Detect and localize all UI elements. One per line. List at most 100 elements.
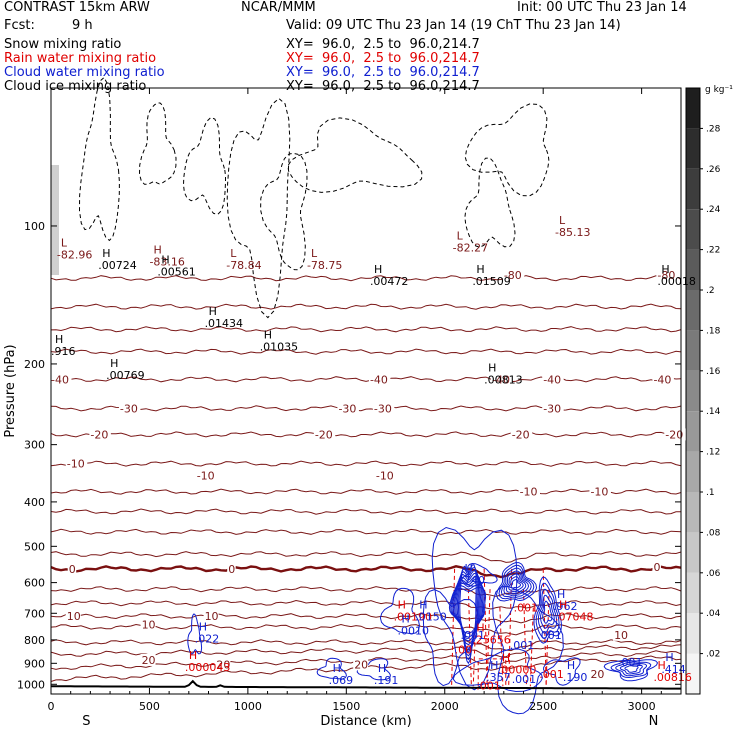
isotherm-label-bg <box>89 428 111 441</box>
extremum-marker: H <box>661 263 669 276</box>
cloud-water-contour <box>510 578 522 589</box>
isotherm-label: -30 <box>120 402 138 415</box>
isotherm-label: -40 <box>543 373 561 386</box>
colorbar-swatch <box>686 88 700 129</box>
extremum-marker: H <box>657 659 665 672</box>
cloud-water-contour <box>461 562 498 587</box>
colorbar-swatch <box>686 451 700 492</box>
y-tick-label: 1000 <box>17 678 45 691</box>
colorbar-swatch <box>686 572 700 614</box>
contour-value-label: .001 <box>514 602 539 615</box>
colorbar-swatch <box>686 209 700 250</box>
isotherm-20 <box>50 644 682 658</box>
extremum-value: .01509 <box>472 275 511 288</box>
field-cloudwater-name: Cloud water mixing ratio <box>4 65 165 80</box>
extremum-value: .00813 <box>484 374 523 387</box>
terrain-line <box>51 679 681 690</box>
extremum-marker: H <box>465 562 473 575</box>
y-tick-label: 700 <box>24 607 45 620</box>
isotherm-label-bg <box>491 373 513 386</box>
isotherm-label: -40 <box>492 373 510 386</box>
isotherm-label: -20 <box>315 428 333 441</box>
colorbar-tick-label: .28 <box>706 124 721 134</box>
isotherm-label-bg <box>67 562 77 575</box>
extremum-value: .00561 <box>157 266 196 279</box>
isotherm-label-bg <box>203 610 219 623</box>
y-tick-label: 100 <box>24 220 45 233</box>
extremum-marker: L <box>457 229 464 242</box>
extremum-value: .357 <box>486 671 511 684</box>
isotherm-label-bg <box>374 469 397 482</box>
snow-contour <box>226 97 291 319</box>
isotherm-label-bg <box>664 428 686 441</box>
colorbar-tick-label: .04 <box>706 609 721 619</box>
contour-value-label: .001 <box>537 629 562 642</box>
rain-contour <box>486 589 491 687</box>
isotherm-label: 10 <box>142 618 156 631</box>
extremum-marker: H <box>209 305 217 318</box>
isotherm-label-bg <box>589 485 611 498</box>
isotherm-label: 20 <box>590 668 604 681</box>
extremum-marker: H <box>476 263 484 276</box>
cloud-water-contour <box>187 613 203 655</box>
colorbar-swatch <box>686 290 700 331</box>
isotherm-20 <box>50 639 682 652</box>
isotherm--50 <box>50 348 682 355</box>
end-label-south: S <box>82 714 90 729</box>
valid-time: Valid: 09 UTC Thu 23 Jan 14 (19 ChT Thu … <box>286 18 621 33</box>
cloud-water-contour <box>540 594 555 629</box>
extremum-value: .191 <box>374 674 399 687</box>
extremum-value: .01434 <box>205 317 244 330</box>
isotherm--70 <box>50 303 682 310</box>
field-ice-xy: XY= 96.0, 2.5 to 96.0,214.7 <box>286 79 480 94</box>
extremum-marker: H <box>189 649 197 662</box>
snow-contour <box>260 152 308 271</box>
extremum-marker: H <box>559 598 567 611</box>
isotherm-label-bg <box>656 269 678 282</box>
isotherm-label: 0 <box>69 563 76 576</box>
rain-contour <box>499 607 504 687</box>
cloud-water-contour <box>448 586 487 635</box>
colorbar-tick-label: .24 <box>706 205 721 215</box>
y-tick-label: 900 <box>24 657 45 670</box>
extremum-marker: H <box>476 622 484 635</box>
snow-contour <box>464 157 516 248</box>
isotherm-label-bg <box>215 658 231 671</box>
isotherm-label: -20 <box>665 428 683 441</box>
isotherm-label: -80 <box>504 269 522 282</box>
colorbar-frame <box>685 87 701 695</box>
y-tick-label: 800 <box>24 634 45 647</box>
extremum-value: .00769 <box>106 369 145 382</box>
isotherm-label-bg <box>337 402 359 415</box>
extremum-value: .022 <box>195 632 220 645</box>
cloud-water-contour <box>452 648 543 693</box>
isotherm-label-bg <box>353 658 369 671</box>
isotherm-label: -10 <box>590 486 608 499</box>
cloud-water-contour <box>543 657 581 686</box>
isotherm-label-bg <box>140 618 156 631</box>
extremum-value: -78.75 <box>307 259 342 272</box>
extremum-marker: H <box>55 333 63 346</box>
snow-contour <box>182 117 226 215</box>
field-snow-xy: XY= 96.0, 2.5 to 96.0,214.7 <box>286 37 480 52</box>
cloud-water-contour <box>431 526 518 691</box>
colorbar-tick-label: .14 <box>706 407 721 417</box>
colorbar-tick-label: .26 <box>706 165 721 175</box>
colorbar-swatch <box>686 168 700 210</box>
colorbar-swatch <box>686 613 700 654</box>
colorbar-swatch <box>686 128 700 169</box>
extremum-value: .916 <box>51 345 76 358</box>
x-tick-label: 2500 <box>529 700 557 713</box>
isotherm-label: -30 <box>543 402 561 415</box>
cloud-water-contour <box>316 657 347 680</box>
extremum-marker: H <box>264 329 272 342</box>
isotherm-label-bg <box>65 610 81 623</box>
plot-frame <box>50 87 682 695</box>
colorbar-swatch <box>686 653 700 694</box>
snow-contours <box>51 76 550 319</box>
extremum-value: .0010 <box>398 624 430 637</box>
extremum-marker: H <box>374 263 382 276</box>
isotherm-label-bg <box>652 373 674 386</box>
cloud-water-contour <box>379 587 421 635</box>
extremum-value: .00472 <box>370 275 409 288</box>
